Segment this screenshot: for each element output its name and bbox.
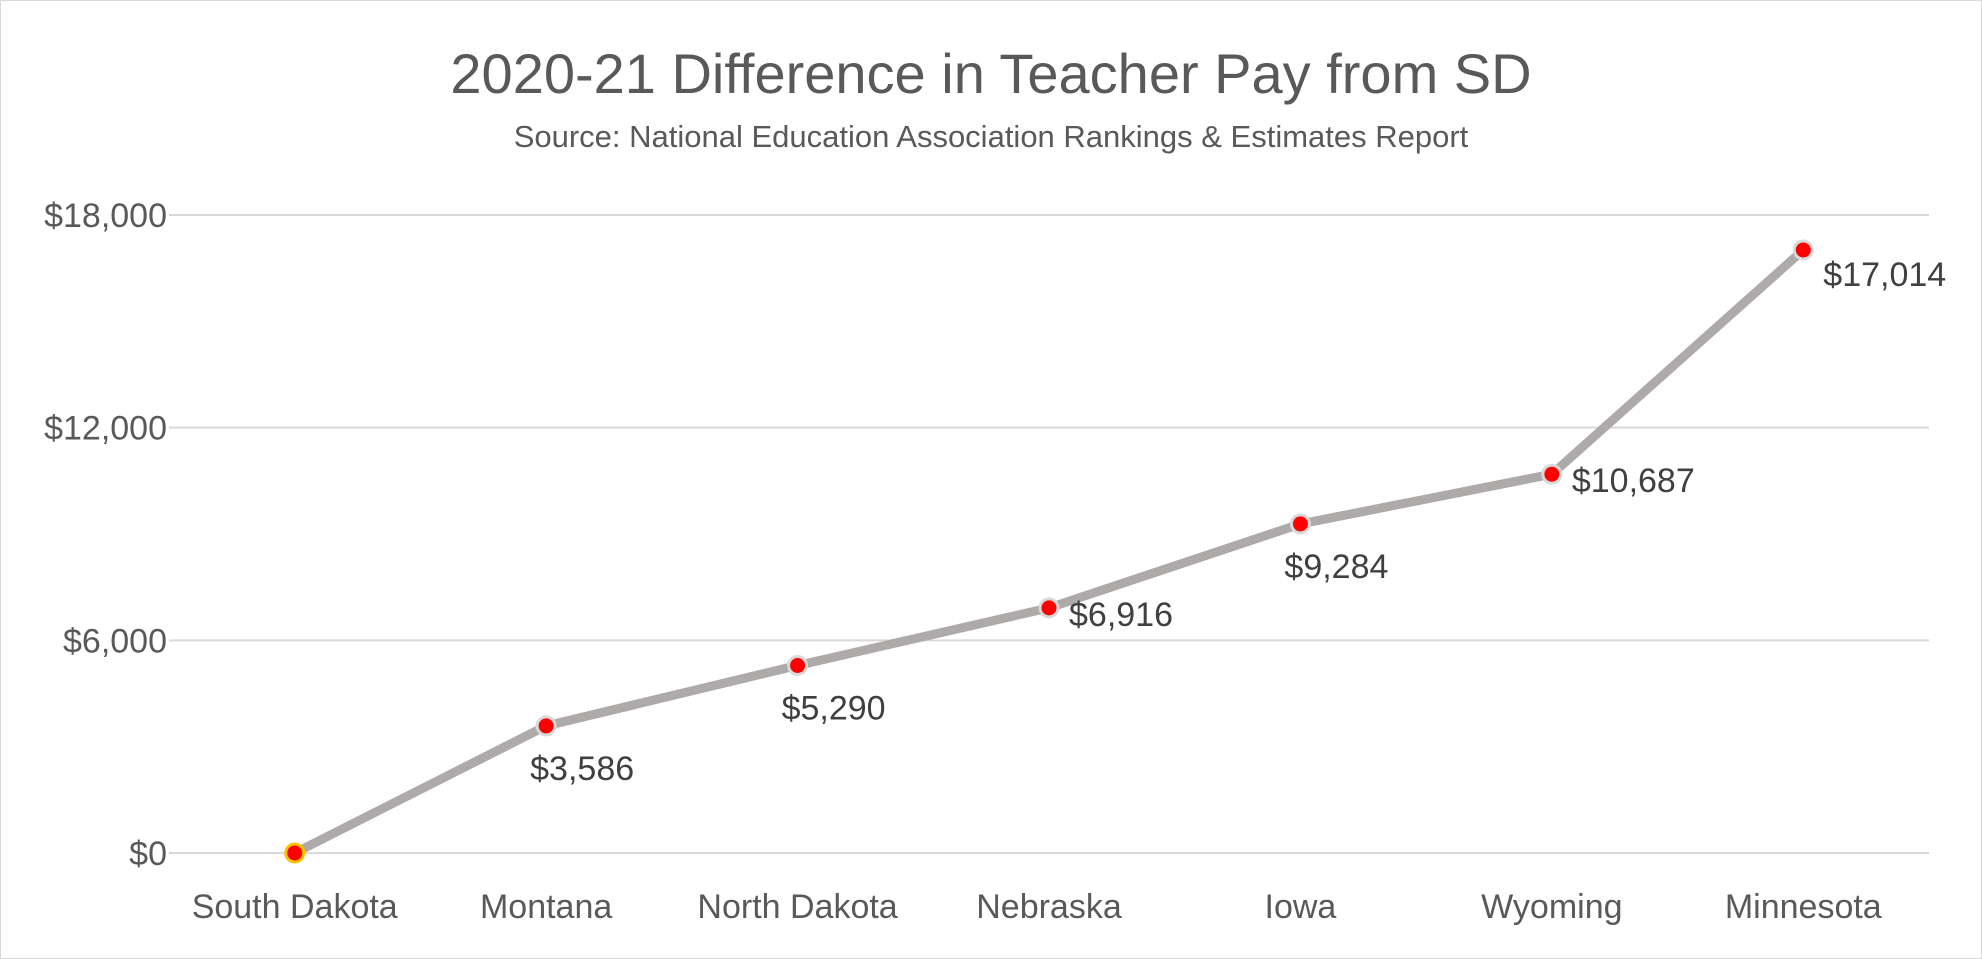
- data-label: $9,284: [1284, 548, 1388, 586]
- x-tick-label: Wyoming: [1481, 888, 1622, 926]
- data-point: [1289, 513, 1311, 535]
- x-tick-label: Montana: [480, 888, 612, 926]
- y-tick-label: $0: [129, 835, 167, 873]
- x-tick-label: South Dakota: [192, 888, 398, 926]
- x-tick-label: Nebraska: [976, 888, 1122, 926]
- data-label: $5,290: [782, 689, 886, 727]
- data-point: [1541, 463, 1563, 485]
- x-tick-label: Iowa: [1265, 888, 1337, 926]
- x-tick-label: North Dakota: [697, 888, 897, 926]
- data-label: $3,586: [530, 750, 634, 788]
- chart-title: 2020-21 Difference in Teacher Pay from S…: [450, 42, 1532, 105]
- data-label: $6,916: [1069, 596, 1173, 634]
- series-line: [290, 245, 1808, 858]
- y-tick-label: $12,000: [44, 410, 167, 448]
- data-point: [1038, 597, 1060, 619]
- data-label: $10,687: [1572, 462, 1695, 500]
- chart-subtitle: Source: National Education Association R…: [513, 119, 1469, 154]
- data-point: [284, 842, 306, 864]
- y-tick-label: $6,000: [63, 622, 167, 660]
- x-tick-label: Minnesota: [1725, 888, 1882, 926]
- data-point: [535, 715, 557, 737]
- data-point: [1792, 239, 1814, 261]
- data-point: [787, 654, 809, 676]
- data-label: $17,014: [1823, 256, 1946, 294]
- y-tick-label: $18,000: [44, 197, 167, 235]
